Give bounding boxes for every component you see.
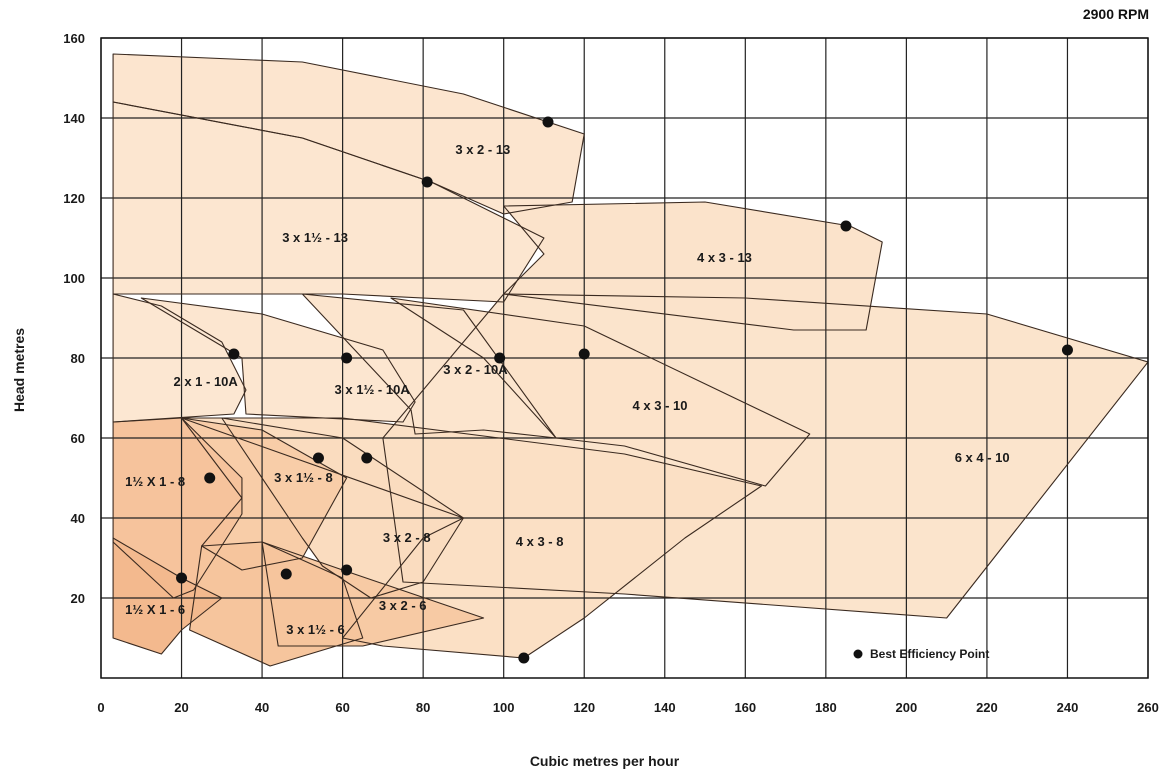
x-tick-label: 100: [493, 700, 515, 715]
y-tick-label: 100: [63, 271, 85, 286]
x-tick-label: 180: [815, 700, 837, 715]
zone-area: [141, 298, 416, 422]
zone-outline: [503, 201, 883, 331]
zone-label: 3 x 2 - 6: [379, 598, 427, 613]
y-tick-label: 20: [71, 591, 85, 606]
best-efficiency-point: [578, 348, 590, 360]
x-tick-label: 200: [896, 700, 918, 715]
zone-area: [181, 418, 762, 658]
axes-layer: 0 20 40 60 80 100 120 140 160 180 200 220 240 260 20 40…: [63, 31, 1159, 715]
best-efficiency-point: [361, 452, 373, 464]
x-tick-label: 240: [1057, 700, 1079, 715]
legend-marker: [853, 649, 863, 659]
zone-labels-layer: 6 x 4 - 10 4 x 3 - 13 3 x 2 - 13 3 x 1½ - 1…: [125, 142, 1009, 637]
zone-outline: [382, 293, 1149, 619]
zone-area: [189, 542, 363, 666]
best-efficiency-point: [312, 452, 324, 464]
zone-label: 3 x 1½ - 6: [286, 622, 345, 637]
x-tick-label: 60: [335, 700, 349, 715]
bep-points-layer: [176, 116, 1073, 664]
zone-area: [390, 298, 810, 486]
zone-area: [302, 294, 557, 438]
x-tick-label: 0: [97, 700, 104, 715]
zone-area: [503, 202, 883, 330]
y-tick-label: 40: [71, 511, 85, 526]
best-efficiency-point: [421, 176, 433, 188]
x-tick-label: 20: [174, 700, 188, 715]
best-efficiency-point: [518, 652, 530, 664]
zone-outline: [112, 101, 545, 303]
zone-outline: [189, 541, 364, 667]
zones-layer: [113, 54, 1148, 666]
best-efficiency-point: [1061, 344, 1073, 356]
y-tick-label: 120: [63, 191, 85, 206]
x-tick-label: 220: [976, 700, 998, 715]
zone-outlines-layer: [112, 53, 1149, 667]
zone-label: 3 x 1½ - 8: [274, 470, 333, 485]
best-efficiency-point: [176, 572, 188, 584]
x-tick-label: 120: [573, 700, 595, 715]
y-tick-label: 160: [63, 31, 85, 46]
zone-label: 6 x 4 - 10: [955, 450, 1010, 465]
plot-border: [100, 37, 1149, 679]
zone-label: 1½ X 1 - 6: [125, 602, 185, 617]
zone-label: 1½ X 1 - 8: [125, 474, 185, 489]
zone-area: [113, 54, 585, 214]
zone-outline: [140, 297, 416, 423]
zone-label: 3 x 2 - 13: [455, 142, 510, 157]
x-axis-title: Cubic metres per hour: [530, 753, 680, 769]
zone-outline: [221, 417, 464, 599]
zone-label: 3 x 2 - 10A: [443, 362, 508, 377]
zone-label: 3 x 1½ - 10A: [335, 382, 411, 397]
x-tick-label: 40: [255, 700, 269, 715]
best-efficiency-point: [494, 352, 506, 364]
best-efficiency-point: [204, 472, 216, 484]
speed-label: 2900 RPM: [1082, 6, 1149, 22]
zone-area: [113, 102, 544, 302]
x-tick-label: 140: [654, 700, 676, 715]
x-tick-label: 160: [734, 700, 756, 715]
zone-label: 3 x 1½ - 13: [282, 230, 348, 245]
y-axis-title: Head metres: [11, 328, 27, 412]
zone-outline: [180, 417, 348, 571]
zone-label: 4 x 3 - 8: [516, 534, 564, 549]
best-efficiency-point: [542, 116, 554, 128]
zone-outline: [112, 417, 243, 599]
legend-label: Best Efficiency Point: [870, 647, 989, 661]
zone-label: 4 x 3 - 10: [633, 398, 688, 413]
y-tick-label: 60: [71, 431, 85, 446]
zone-label: 3 x 2 - 8: [383, 530, 431, 545]
best-efficiency-point: [840, 220, 852, 232]
zone-label: 2 x 1 - 10A: [173, 374, 238, 389]
best-efficiency-point: [228, 348, 240, 360]
best-efficiency-point: [341, 564, 353, 576]
y-tick-label: 140: [63, 111, 85, 126]
legend: Best Efficiency Point: [853, 647, 989, 661]
best-efficiency-point: [280, 568, 292, 580]
y-tick-label: 80: [71, 351, 85, 366]
x-tick-label: 80: [416, 700, 430, 715]
x-tick-label: 260: [1137, 700, 1159, 715]
zone-outline: [390, 297, 811, 487]
zone-label: 4 x 3 - 13: [697, 250, 752, 265]
zone-outline: [180, 417, 762, 659]
zone-outline: [261, 541, 485, 647]
zone-outline: [301, 293, 557, 439]
best-efficiency-point: [341, 352, 353, 364]
